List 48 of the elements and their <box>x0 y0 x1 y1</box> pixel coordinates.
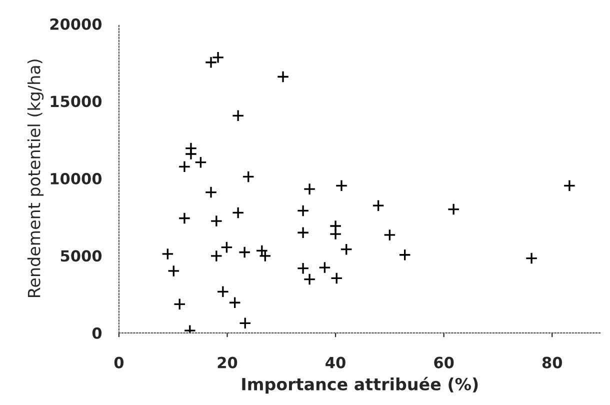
point <box>242 170 255 183</box>
point <box>398 248 412 262</box>
y-tick-label: 10000 <box>50 172 102 184</box>
x-tick-label: 0 <box>114 356 124 368</box>
x-axis-title: Importance attribuée (%) <box>242 376 478 394</box>
x-tick-label: 80 <box>542 356 562 368</box>
y-tick-label: 0 <box>92 327 102 339</box>
point <box>167 264 180 278</box>
y-tick-label: 20000 <box>50 18 102 30</box>
point <box>210 250 223 262</box>
point <box>303 273 316 286</box>
point <box>184 148 198 160</box>
point <box>228 296 242 309</box>
point <box>210 214 223 228</box>
x-tick-label: 40 <box>326 356 346 368</box>
point <box>329 228 342 240</box>
point <box>194 156 207 169</box>
point <box>525 252 538 264</box>
point <box>256 244 268 257</box>
point <box>296 262 310 275</box>
point <box>330 272 343 284</box>
point <box>216 285 230 298</box>
x-tick-label: 20 <box>218 356 238 368</box>
point <box>447 203 460 216</box>
point <box>178 212 191 224</box>
point <box>173 298 186 310</box>
point <box>335 179 348 192</box>
point <box>296 204 310 217</box>
point <box>318 261 331 274</box>
y-axis-title: Rendement potentiel (kg/ha) <box>27 60 44 298</box>
point <box>204 186 218 199</box>
point <box>178 160 191 173</box>
point <box>238 316 252 330</box>
point <box>303 182 316 196</box>
point <box>161 248 174 260</box>
point <box>232 109 244 122</box>
point <box>563 179 576 192</box>
point <box>276 70 290 83</box>
point <box>220 241 233 254</box>
point <box>296 226 310 239</box>
point <box>383 228 396 242</box>
y-tick-label: 15000 <box>50 96 102 108</box>
point <box>238 246 251 258</box>
x-tick-label: 60 <box>434 356 454 368</box>
point <box>340 243 353 256</box>
point <box>232 206 244 219</box>
point <box>372 199 385 212</box>
y-tick-label: 5000 <box>60 250 102 262</box>
